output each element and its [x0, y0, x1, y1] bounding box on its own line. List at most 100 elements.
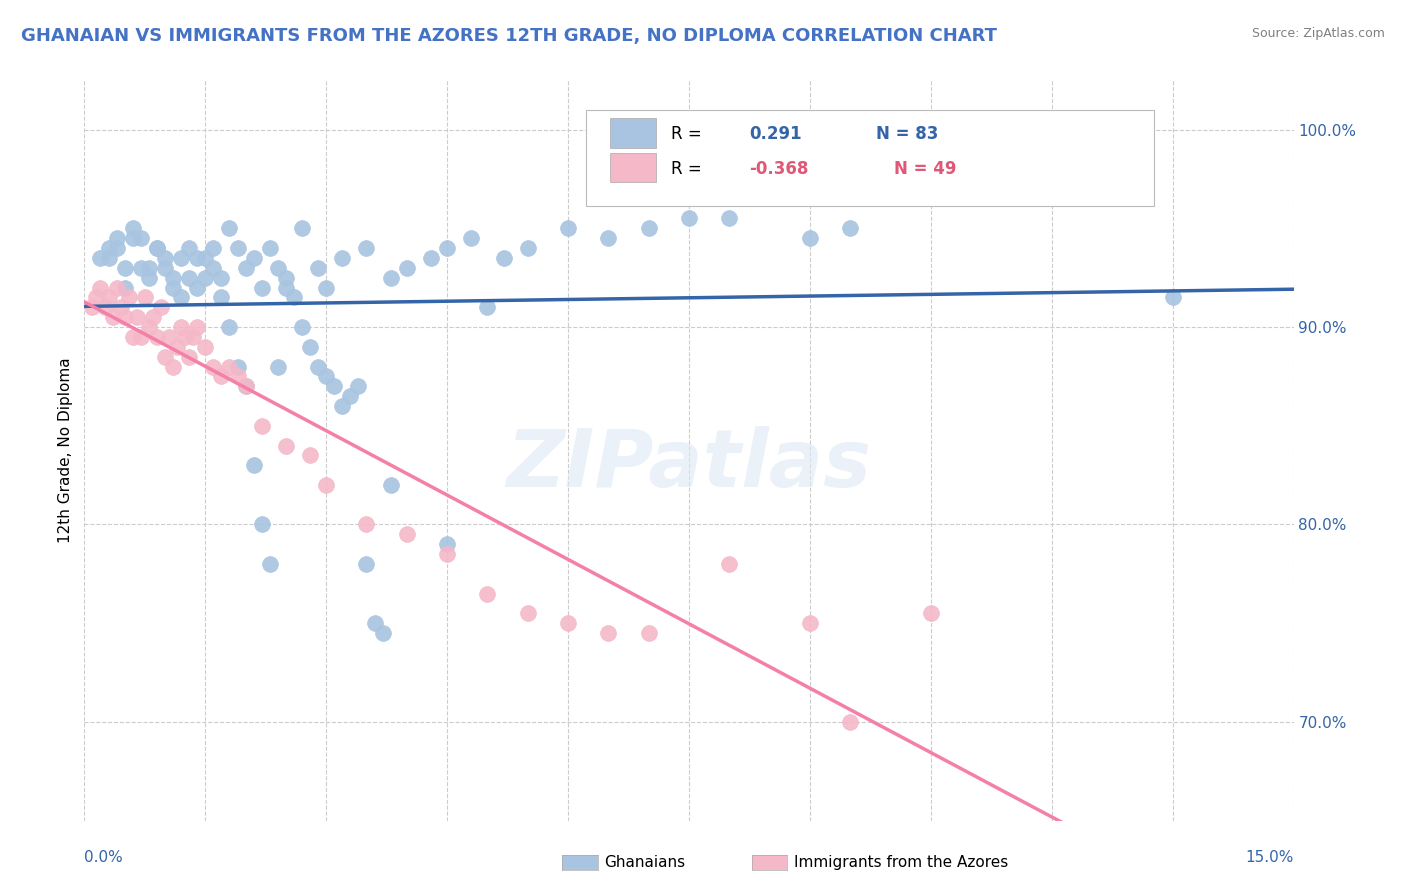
Point	[250, 517, 273, 532]
Point	[121, 231, 143, 245]
Text: -0.368: -0.368	[749, 161, 808, 178]
Point	[82, 301, 104, 315]
Point	[718, 211, 741, 226]
Point	[235, 379, 257, 393]
Point	[162, 270, 184, 285]
Point	[839, 714, 862, 729]
Point	[138, 260, 160, 275]
Point	[242, 458, 264, 473]
Point	[179, 350, 201, 364]
Point	[299, 340, 322, 354]
Point	[283, 290, 305, 304]
Point	[134, 290, 156, 304]
Point	[170, 251, 193, 265]
Point	[436, 547, 458, 561]
Point	[105, 241, 128, 255]
Point	[557, 616, 579, 631]
Point	[209, 290, 232, 304]
Point	[186, 320, 208, 334]
Point	[86, 290, 108, 304]
Point	[371, 626, 394, 640]
Point	[202, 260, 225, 275]
Text: 0.291: 0.291	[749, 126, 801, 144]
Point	[242, 251, 264, 265]
Point	[166, 340, 188, 354]
FancyBboxPatch shape	[610, 153, 657, 183]
Point	[250, 418, 273, 433]
Point	[181, 330, 204, 344]
Text: 15.0%: 15.0%	[1246, 850, 1294, 865]
Point	[315, 478, 337, 492]
Text: 0.0%: 0.0%	[84, 850, 124, 865]
Text: R =: R =	[671, 126, 707, 144]
Point	[395, 527, 418, 541]
Point	[598, 231, 620, 245]
Point	[339, 389, 361, 403]
Point	[315, 280, 337, 294]
Point	[436, 537, 458, 551]
Point	[557, 221, 579, 235]
Point	[250, 280, 273, 294]
FancyBboxPatch shape	[586, 110, 1154, 206]
Point	[436, 241, 458, 255]
Point	[105, 280, 128, 294]
Point	[291, 221, 314, 235]
Point	[93, 301, 115, 315]
Point	[209, 369, 232, 384]
Point	[162, 359, 184, 374]
Point	[89, 251, 111, 265]
Point	[114, 280, 136, 294]
Point	[97, 241, 120, 255]
Point	[920, 607, 942, 621]
Point	[839, 221, 862, 235]
Point	[920, 182, 942, 196]
Point	[477, 586, 499, 600]
Point	[492, 251, 515, 265]
Point	[114, 260, 136, 275]
Point	[170, 290, 193, 304]
Point	[121, 221, 143, 235]
Point	[194, 270, 217, 285]
Point	[218, 320, 240, 334]
Point	[637, 221, 659, 235]
Point	[598, 626, 620, 640]
Point	[226, 369, 249, 384]
Point	[153, 350, 176, 364]
Point	[129, 330, 152, 344]
Point	[194, 251, 217, 265]
Point	[138, 320, 160, 334]
Point	[718, 557, 741, 571]
Point	[170, 320, 193, 334]
Point	[153, 260, 176, 275]
Point	[226, 359, 249, 374]
Point	[235, 260, 257, 275]
Point	[209, 270, 232, 285]
Point	[380, 270, 402, 285]
Point	[274, 438, 297, 452]
Point	[162, 280, 184, 294]
Text: ZIPatlas: ZIPatlas	[506, 426, 872, 504]
Point	[330, 399, 353, 413]
Text: Immigrants from the Azores: Immigrants from the Azores	[794, 855, 1008, 870]
Text: R =: R =	[671, 161, 707, 178]
Point	[146, 241, 169, 255]
Point	[356, 241, 378, 255]
Point	[125, 310, 148, 325]
Point	[363, 616, 385, 631]
Point	[129, 260, 152, 275]
Point	[274, 270, 297, 285]
Point	[157, 330, 180, 344]
Text: N = 83: N = 83	[876, 126, 939, 144]
Point	[101, 310, 124, 325]
FancyBboxPatch shape	[610, 118, 657, 148]
Point	[186, 280, 208, 294]
Point	[174, 330, 197, 344]
Point	[179, 270, 201, 285]
Point	[267, 260, 290, 275]
Text: Source: ZipAtlas.com: Source: ZipAtlas.com	[1251, 27, 1385, 40]
Point	[299, 449, 322, 463]
Point	[460, 231, 482, 245]
Point	[194, 340, 217, 354]
Point	[218, 221, 240, 235]
Point	[153, 251, 176, 265]
